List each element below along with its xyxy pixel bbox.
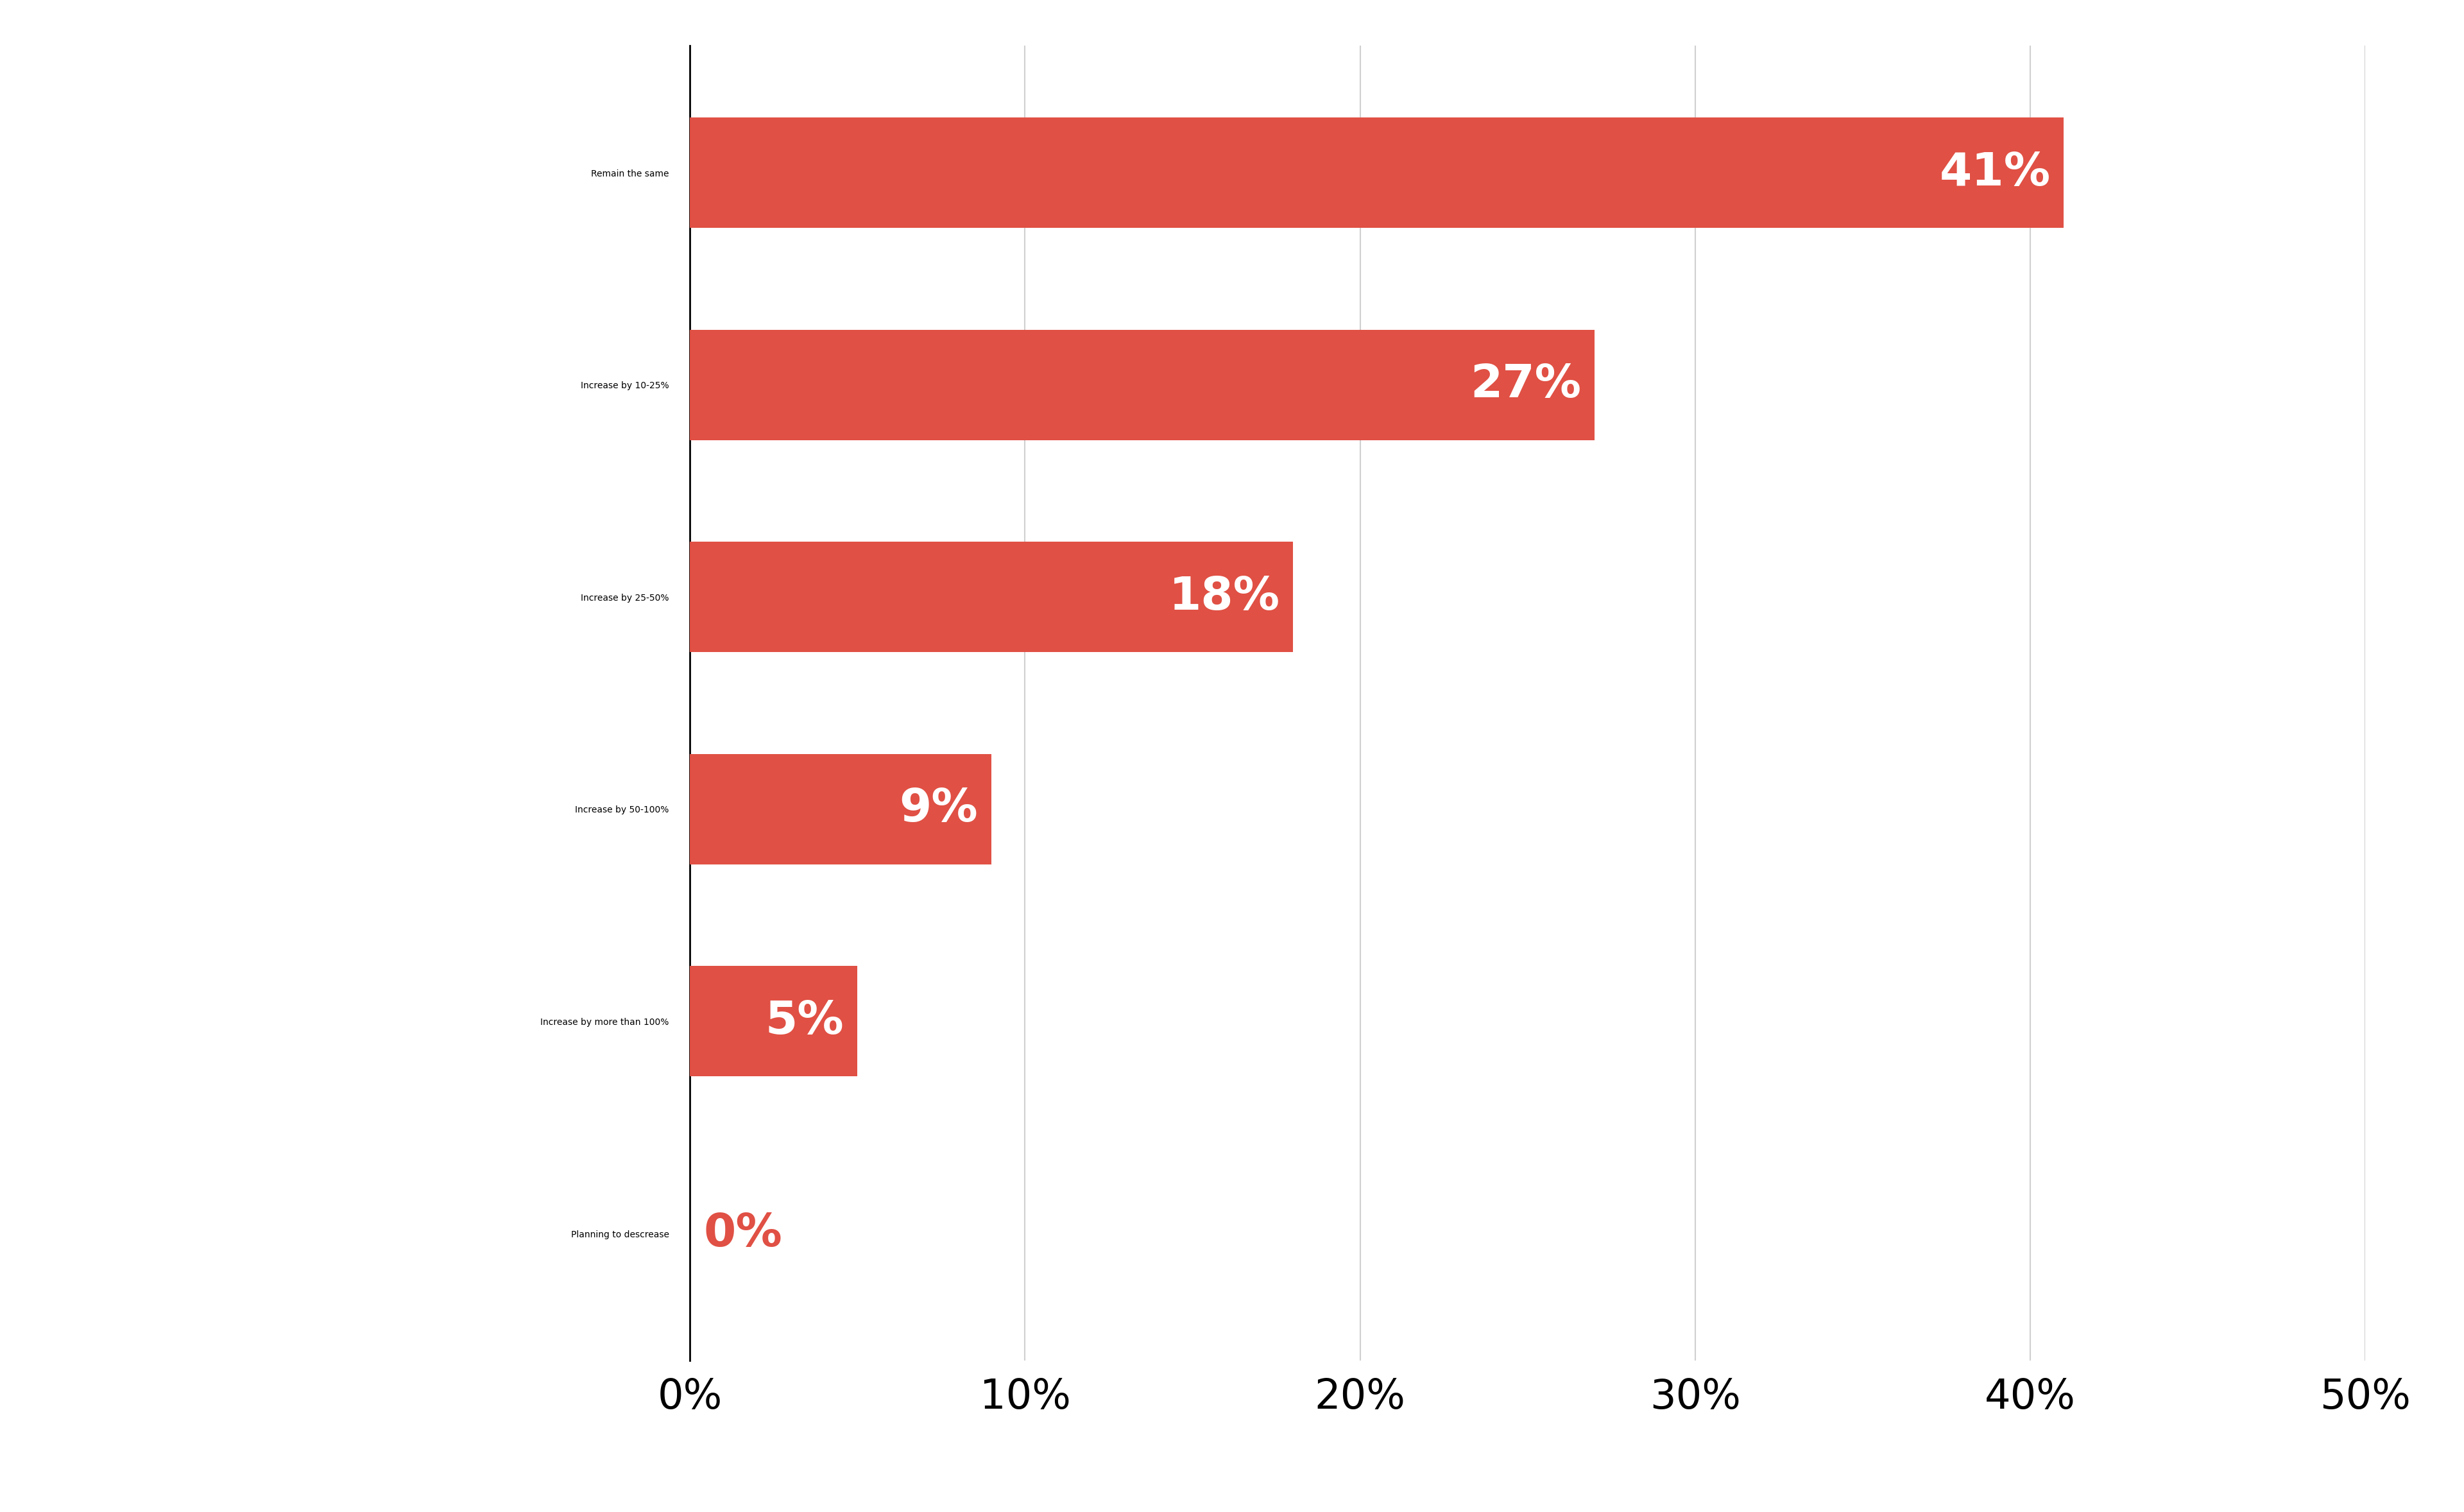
Bar bbox=[690, 966, 857, 1077]
Bar bbox=[690, 118, 2065, 228]
Text: 18%: 18% bbox=[1168, 575, 1279, 618]
Text: 27%: 27% bbox=[1471, 363, 1582, 407]
Text: 0%: 0% bbox=[702, 1211, 781, 1255]
Text: 9%: 9% bbox=[899, 788, 978, 832]
Bar bbox=[690, 330, 1594, 440]
Text: 41%: 41% bbox=[1939, 151, 2050, 195]
Text: 5%: 5% bbox=[766, 999, 845, 1043]
Bar bbox=[690, 541, 1294, 652]
Bar bbox=[690, 754, 991, 865]
